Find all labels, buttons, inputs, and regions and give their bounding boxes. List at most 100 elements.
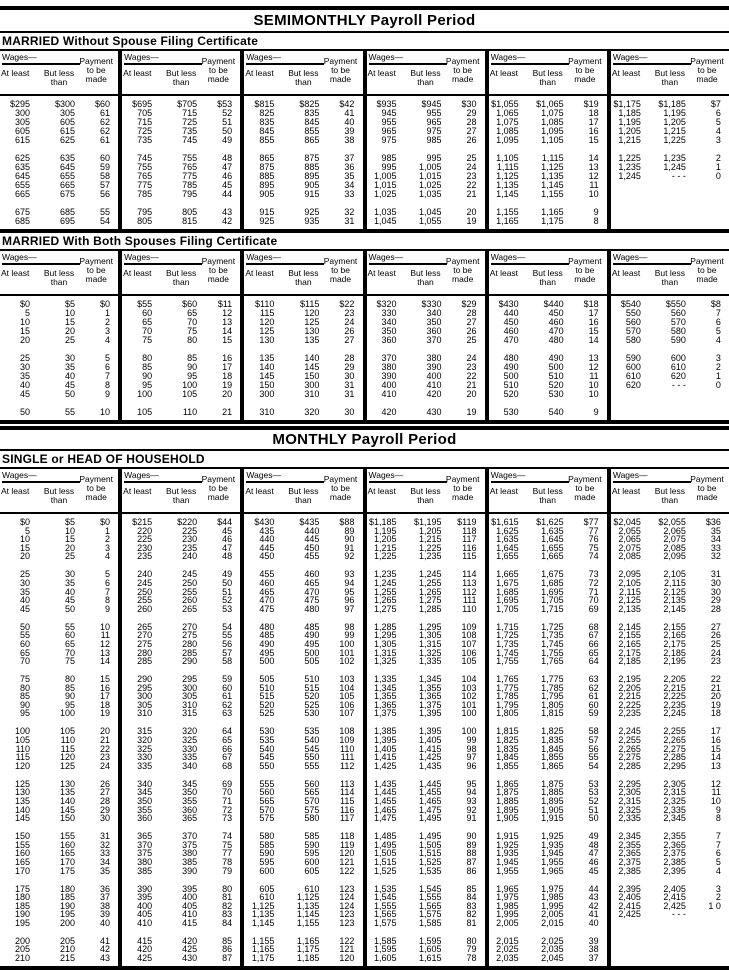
at-least-value: 190: [14, 909, 30, 920]
table-row: 240 245 49: [122, 570, 240, 579]
but-less-than-value: 2,075: [663, 534, 686, 545]
payment-value: 11: [589, 180, 599, 190]
but-less-than-value: 1,465: [418, 795, 442, 806]
but-less-than-value: 55: [64, 407, 75, 417]
payment-value: 6: [104, 577, 110, 588]
but-less-than-value: 260: [182, 595, 198, 606]
at-least-value: 465: [259, 586, 275, 597]
table-row: 1,035 1,045 20: [367, 208, 485, 217]
wages-header: Wages—: [612, 471, 691, 483]
but-less-than-value: 165: [59, 848, 75, 859]
table-row: 1,685 1,695 71: [489, 587, 607, 597]
table-row: 1,515 1,525 87: [367, 858, 485, 867]
table-row: 2,035 2,045 37: [489, 954, 607, 963]
at-least-value: 550: [625, 308, 641, 318]
at-least-value: 15: [19, 542, 30, 553]
at-least-value: 1,195: [373, 525, 397, 536]
wage-column-group: Wages— At least But less than Payment to be…: [244, 251, 367, 420]
but-less-than-value: 1,225: [663, 135, 686, 145]
payment-value: 86: [466, 865, 477, 876]
at-least-header: At least: [611, 68, 641, 78]
but-less-than-value: 835: [304, 108, 320, 118]
table-row: 400 410 21: [367, 381, 485, 390]
but-less-than-header: But less than: [654, 486, 685, 505]
payment-value: 27: [466, 317, 477, 327]
at-least-value: 95: [19, 708, 30, 719]
at-least-value: 80: [19, 682, 30, 693]
payment-value: 106: [461, 647, 477, 658]
wages-header: Wages—: [490, 471, 569, 483]
but-less-than-value: 95: [187, 371, 198, 381]
but-less-than-value: 320: [304, 407, 320, 417]
table-row: 2,105 2,115 30: [611, 579, 729, 588]
at-least-value: 1,295: [373, 630, 397, 641]
but-less-than-value: 140: [59, 795, 75, 806]
payment-value: 22: [466, 371, 477, 381]
but-less-than-value: 85: [187, 353, 198, 363]
but-less-than-value: 480: [548, 335, 564, 345]
but-less-than-header: But less than: [166, 68, 197, 87]
payment-value: 25: [466, 153, 477, 163]
payment-value: 8: [104, 595, 110, 606]
payment-value: 61: [99, 135, 110, 145]
at-least-value: 1,415: [373, 752, 397, 763]
but-less-than-value: 400: [426, 371, 442, 381]
payment-value: 117: [339, 813, 355, 824]
payment-value: 107: [339, 708, 355, 719]
but-less-than-value: 110: [182, 407, 198, 417]
payment-value: 55: [222, 630, 233, 641]
table-row: 115 120 23: [244, 309, 362, 318]
table-row: 1,565 1,575 82: [367, 910, 485, 919]
payment-value: 85: [222, 935, 233, 946]
payment-value: 99: [466, 735, 477, 746]
table-row: 360 370 25: [367, 336, 485, 345]
but-less-than-value: 1,145: [541, 180, 564, 190]
table-row: 1,955 1,965 45: [489, 866, 607, 876]
at-least-value: 2,385: [618, 865, 641, 876]
but-less-than-value: 265: [182, 603, 198, 614]
payment-value: 32: [99, 839, 110, 850]
table-row: 1,295 1,305 108: [367, 631, 485, 640]
payment-value: 28: [99, 795, 110, 806]
table-row: 545 550 111: [244, 753, 362, 762]
table-row: 505 510 103: [244, 675, 362, 684]
but-less-than-value: 520: [304, 691, 320, 702]
payment-value: 110: [462, 603, 477, 614]
at-least-value: 35: [19, 586, 30, 597]
at-least-value: 370: [137, 839, 153, 850]
but-less-than-value: 535: [304, 726, 320, 737]
at-least-value: 560: [625, 317, 641, 327]
at-least-value: 415: [137, 935, 153, 946]
but-less-than-value: 2,405: [663, 883, 686, 894]
wages-header: Wages—: [246, 53, 325, 65]
but-less-than-value: 1,785: [541, 682, 564, 693]
column-header: Wages— At least But less than Payment to be…: [366, 469, 485, 514]
payment-value: 86: [222, 944, 233, 955]
but-less-than-value: 170: [59, 856, 75, 867]
payment-value: 18: [588, 108, 599, 118]
payment-value: 101: [461, 699, 477, 710]
at-least-value: 225: [137, 534, 153, 545]
but-less-than-value: 895: [304, 171, 320, 181]
at-least-value: 1,225: [618, 153, 641, 163]
table-row: 1,125 1,135 124: [244, 901, 362, 911]
table-row: 125 130 26: [244, 327, 362, 336]
table-row: 1,255 1,265 112: [367, 587, 485, 597]
table-row: 1,665 1,675 73: [489, 570, 607, 579]
table-row: 460 470 15: [489, 327, 607, 336]
payment-value: 17: [710, 726, 721, 737]
wages-header: Wages—: [2, 53, 80, 65]
but-less-than-value: 425: [182, 944, 198, 955]
but-less-than-value: 380: [182, 848, 198, 859]
but-less-than-value: 550: [304, 752, 320, 763]
at-least-value: 1,205: [618, 126, 641, 136]
but-less-than-value: 2,385: [663, 856, 686, 867]
payment-value: $53: [217, 99, 233, 109]
at-least-value: 925: [259, 216, 275, 226]
table-row: 135 140 28: [244, 354, 362, 363]
at-least-value: 10: [19, 317, 30, 327]
table-row: 340 350 27: [367, 318, 485, 327]
at-least-value: 85: [19, 691, 30, 702]
at-least-header: At least: [611, 268, 641, 278]
but-less-than-value: 555: [304, 760, 320, 771]
